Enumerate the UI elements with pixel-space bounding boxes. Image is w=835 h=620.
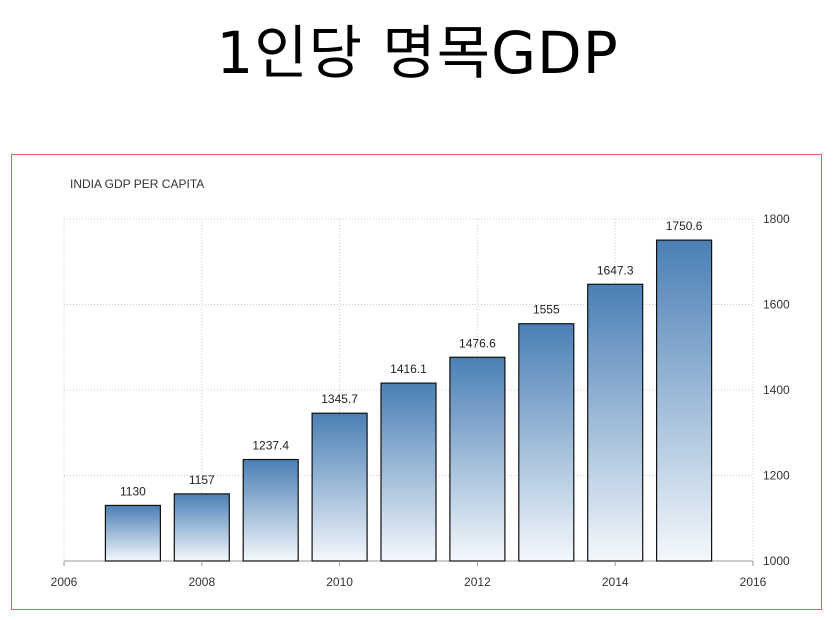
data-label-2010: 1345.7 bbox=[321, 392, 358, 406]
bar-2009 bbox=[242, 458, 299, 562]
data-label-2008: 1157 bbox=[189, 473, 215, 487]
y-tick-label-1400: 1400 bbox=[763, 383, 790, 397]
data-label-2009: 1237.4 bbox=[252, 439, 289, 453]
y-tick-label-1000: 1000 bbox=[763, 554, 790, 568]
y-tick-label-1200: 1200 bbox=[763, 469, 790, 483]
bar-2010 bbox=[311, 412, 368, 562]
bar-2015 bbox=[655, 239, 713, 562]
bar-2012 bbox=[449, 356, 506, 562]
data-label-2011: 1416.1 bbox=[390, 362, 427, 376]
x-tick-label-2014: 2014 bbox=[602, 575, 629, 589]
page-title: 1인당 명목GDP bbox=[216, 19, 619, 87]
bar-2011 bbox=[380, 382, 437, 562]
y-tick-label-1800: 1800 bbox=[763, 212, 790, 226]
data-label-2014: 1647.3 bbox=[597, 263, 634, 277]
bar-2008 bbox=[173, 493, 230, 562]
x-axis-ticks: 2006 2008 2010 2012 2014 2016 bbox=[51, 561, 767, 589]
data-labels: 1130 1157 1237.4 1345.7 1416.1 1476.6 1555 1647… bbox=[120, 219, 703, 498]
y-tick-label-1600: 1600 bbox=[763, 298, 790, 312]
chart-title: INDIA GDP PER CAPITA bbox=[70, 177, 204, 191]
data-label-2015: 1750.6 bbox=[666, 219, 703, 233]
bar-2007 bbox=[104, 504, 162, 562]
x-tick-label-2012: 2012 bbox=[464, 575, 491, 589]
x-tick-label-2008: 2008 bbox=[188, 575, 215, 589]
x-tick-label-2006: 2006 bbox=[51, 575, 78, 589]
y-axis-ticks: 1000 1200 1400 1600 1800 bbox=[763, 212, 790, 568]
data-label-2007: 1130 bbox=[120, 484, 146, 498]
x-tick-label-2016: 2016 bbox=[740, 575, 767, 589]
data-label-2012: 1476.6 bbox=[459, 336, 496, 350]
x-tick-label-2010: 2010 bbox=[326, 575, 353, 589]
bar-2014 bbox=[587, 283, 644, 562]
bar-2013 bbox=[518, 323, 575, 562]
data-label-2013: 1555 bbox=[533, 303, 560, 317]
bars bbox=[104, 239, 713, 562]
